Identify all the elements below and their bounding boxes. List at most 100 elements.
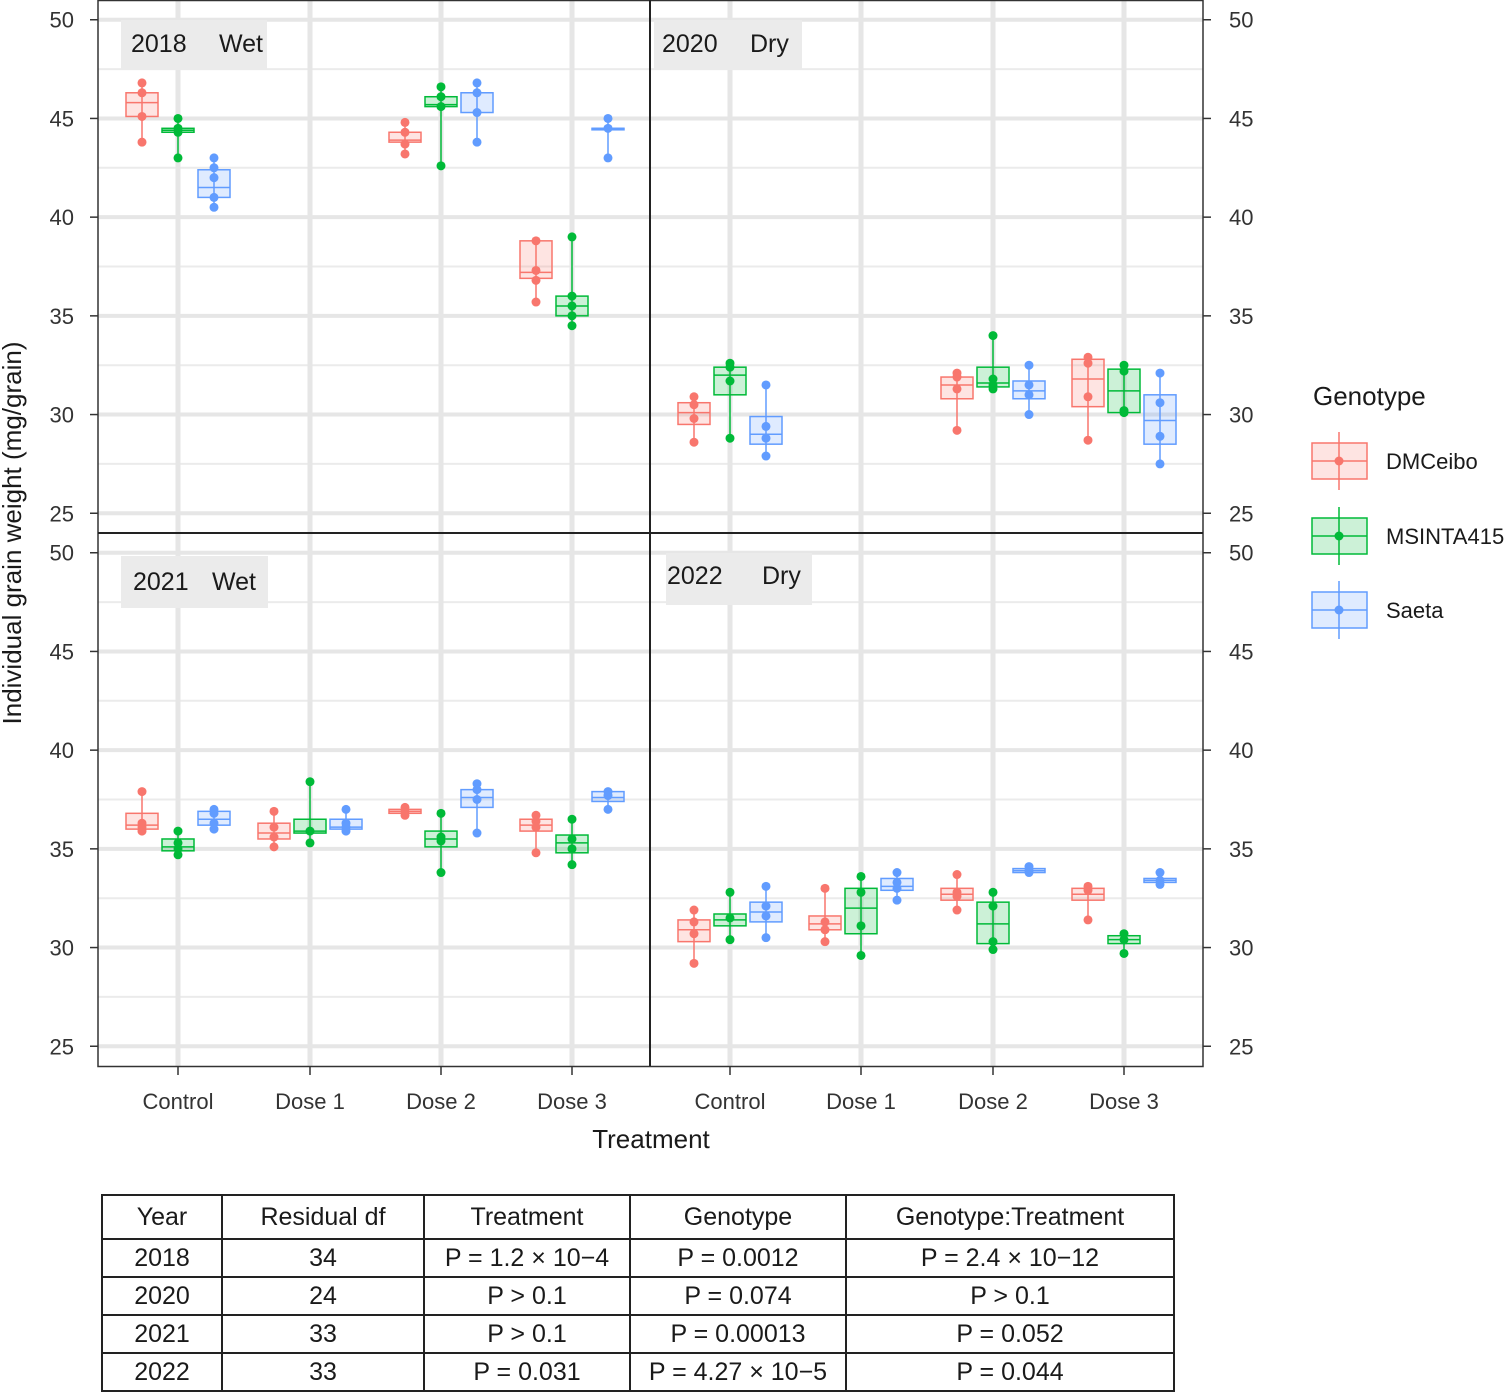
data-point	[209, 163, 219, 173]
x-tick-label: Dose 1	[826, 1089, 896, 1114]
data-point	[472, 828, 482, 838]
cell-treatment-p: P = 1.2 × 10−4	[423, 1238, 631, 1278]
x-tick-label: Control	[143, 1089, 214, 1114]
data-point	[209, 202, 219, 212]
data-point	[988, 331, 998, 341]
data-point	[567, 814, 577, 824]
data-point	[173, 850, 183, 860]
strip-condition-label: Dry	[762, 562, 801, 590]
data-point	[567, 860, 577, 870]
x-tick-label: Control	[695, 1089, 766, 1114]
data-point	[603, 123, 613, 133]
data-point	[689, 414, 699, 424]
data-point	[209, 808, 219, 818]
data-point	[567, 232, 577, 242]
x-tick-label: Dose 2	[958, 1089, 1028, 1114]
table-row: 2022 33 P = 0.031 P = 4.27 × 10−5 P = 0.…	[101, 1352, 1175, 1392]
data-point	[436, 92, 446, 102]
y-tick-label-left: 35	[50, 837, 74, 862]
data-point	[1119, 948, 1129, 958]
data-point	[400, 149, 410, 159]
data-point	[472, 88, 482, 98]
data-point	[173, 127, 183, 137]
x-axis-title: Treatment	[592, 1124, 710, 1154]
data-point	[1083, 392, 1093, 402]
data-point	[952, 891, 962, 901]
data-point	[567, 834, 577, 844]
data-point	[531, 275, 541, 285]
data-point	[137, 826, 147, 836]
data-point	[603, 113, 613, 123]
data-point	[1024, 380, 1034, 390]
legend-title: Genotype	[1313, 381, 1426, 411]
data-point	[137, 111, 147, 121]
data-point	[856, 887, 866, 897]
data-point	[400, 810, 410, 820]
data-point	[305, 838, 315, 848]
data-point	[952, 870, 962, 880]
table-header-row: Year Residual df Treatment Genotype Geno…	[101, 1194, 1175, 1240]
data-point	[761, 451, 771, 461]
data-point	[173, 826, 183, 836]
data-point	[952, 905, 962, 915]
data-point	[1083, 435, 1093, 445]
y-tick-label-right: 50	[1229, 541, 1253, 566]
y-tick-label-left: 50	[50, 8, 74, 33]
data-point	[1083, 358, 1093, 368]
data-point	[761, 380, 771, 390]
x-tick-label: Dose 2	[406, 1089, 476, 1114]
y-tick-label-right: 35	[1229, 837, 1253, 862]
cell-interaction-p: P > 0.1	[845, 1276, 1175, 1316]
cell-year: 2020	[101, 1276, 223, 1316]
y-tick-label-right: 30	[1229, 936, 1253, 961]
col-header-genotype: Genotype	[629, 1194, 847, 1240]
strip-year-label: 2021	[133, 568, 189, 596]
data-point	[988, 937, 998, 947]
data-point	[725, 913, 735, 923]
data-point	[689, 437, 699, 447]
data-point	[400, 139, 410, 149]
col-header-interaction: Genotype:Treatment	[845, 1194, 1175, 1240]
data-point	[689, 905, 699, 915]
y-tick-label-right: 30	[1229, 403, 1253, 428]
data-point	[725, 362, 735, 372]
legend-key-point	[1334, 605, 1344, 615]
data-point	[725, 433, 735, 443]
data-point	[689, 392, 699, 402]
data-point	[1155, 459, 1165, 469]
data-point	[952, 372, 962, 382]
legend-key-point	[1334, 456, 1344, 466]
data-point	[531, 265, 541, 275]
data-point	[689, 917, 699, 927]
data-point	[400, 127, 410, 137]
data-point	[856, 871, 866, 881]
strip-background	[666, 553, 812, 605]
strip-condition-label: Wet	[212, 568, 256, 596]
data-point	[567, 844, 577, 854]
data-point	[436, 808, 446, 818]
data-point	[269, 832, 279, 842]
data-point	[689, 929, 699, 939]
data-point	[209, 153, 219, 163]
cell-residual-df: 33	[221, 1352, 425, 1392]
data-point	[436, 102, 446, 112]
strip-background	[654, 20, 802, 70]
data-point	[1024, 390, 1034, 400]
data-point	[305, 826, 315, 836]
col-header-treatment: Treatment	[423, 1194, 631, 1240]
col-header-year: Year	[101, 1194, 223, 1240]
table-row: 2021 33 P > 0.1 P = 0.00013 P = 0.052	[101, 1314, 1175, 1354]
data-point	[725, 887, 735, 897]
data-point	[341, 804, 351, 814]
data-point	[1024, 868, 1034, 878]
data-point	[531, 236, 541, 246]
data-point	[725, 376, 735, 386]
data-point	[603, 804, 613, 814]
table-row: 2020 24 P > 0.1 P = 0.074 P > 0.1	[101, 1276, 1175, 1316]
y-tick-label-left: 35	[50, 304, 74, 329]
y-tick-label-left: 25	[50, 1034, 74, 1059]
data-point	[436, 836, 446, 846]
data-point	[761, 933, 771, 943]
data-point	[1119, 366, 1129, 376]
cell-residual-df: 33	[221, 1314, 425, 1354]
